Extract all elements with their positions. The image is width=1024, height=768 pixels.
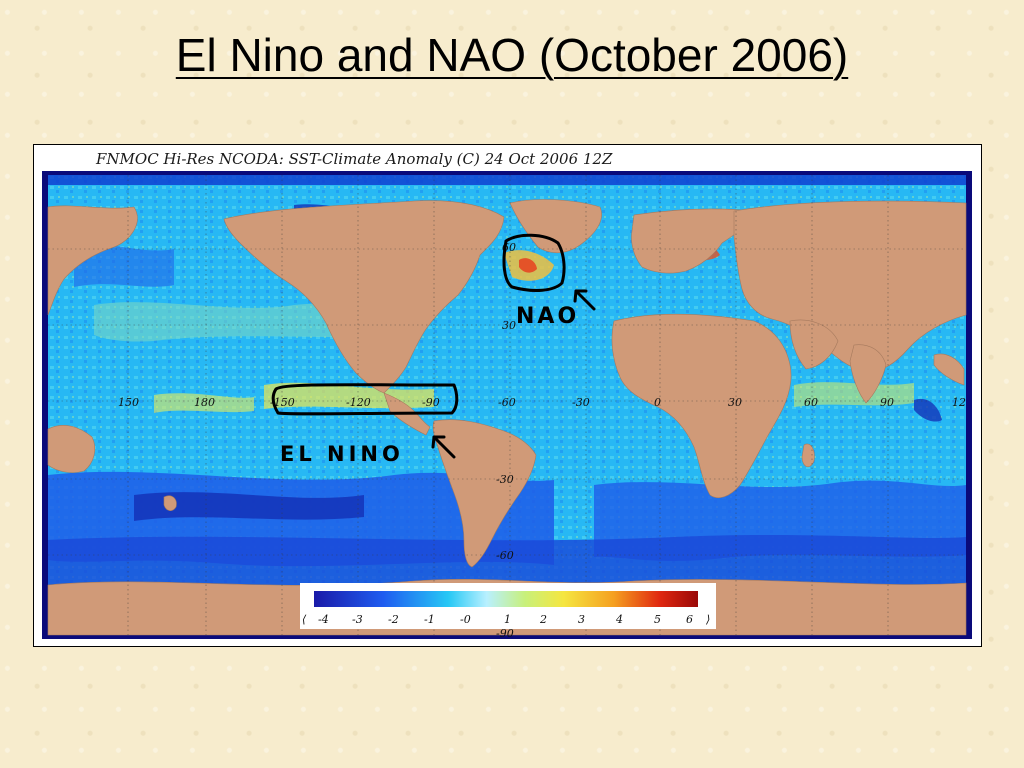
arabia-land <box>789 319 839 370</box>
lon-label: -150 <box>270 396 295 409</box>
colorbar-tick: 6 <box>686 613 693 626</box>
greenland-land <box>509 199 602 254</box>
lon-label: 0 <box>654 396 661 409</box>
lat-label: -60 <box>496 549 514 562</box>
sst-map-svg: FNMOC Hi-Res NCODA: SST-Climate Anomaly … <box>42 150 972 640</box>
lat-label: -90 <box>496 627 514 640</box>
india-land <box>849 344 887 404</box>
colorbar-tick: 2 <box>539 613 547 626</box>
map-header: FNMOC Hi-Res NCODA: SST-Climate Anomaly … <box>95 150 613 168</box>
el-nino-arrow <box>431 435 456 459</box>
colorbar: ⟨ -4 -3 -2 -1 -0 1 2 3 4 5 6 ⟩ <box>300 583 716 629</box>
se-asia-islands-land <box>933 353 965 386</box>
lon-label: 60 <box>804 396 818 409</box>
north-america-land <box>223 200 505 394</box>
lon-label: 30 <box>728 396 742 409</box>
lon-label: -30 <box>572 396 590 409</box>
colorbar-tick: 1 <box>504 613 511 626</box>
lon-label: -90 <box>422 396 440 409</box>
asia-west-edge-land <box>47 205 138 316</box>
lon-label: -60 <box>498 396 516 409</box>
lon-label: 150 <box>118 396 139 409</box>
colorbar-tick: -2 <box>388 613 399 626</box>
australia-edge-land <box>47 425 96 473</box>
latitude-labels: 60 30 -30 -60 -90 <box>496 241 516 640</box>
nao-arrow <box>573 289 596 311</box>
lat-label: 30 <box>502 319 516 332</box>
hand-annotations <box>271 233 596 459</box>
el-nino-label: EL NINO <box>280 442 404 466</box>
colorbar-tick: 3 <box>578 613 585 626</box>
colorbar-tick: 5 <box>654 613 661 626</box>
sst-anomaly-figure: FNMOC Hi-Res NCODA: SST-Climate Anomaly … <box>33 144 982 647</box>
longitude-labels: 150 180 -150 -120 -90 -60 -30 0 30 60 90… <box>118 396 966 409</box>
slide-title: El Nino and NAO (October 2006) <box>175 29 849 81</box>
lon-label: 90 <box>880 396 894 409</box>
lat-label: -30 <box>496 473 514 486</box>
colorbar-tick: -1 <box>424 613 435 626</box>
colorbar-tick: -4 <box>318 613 329 626</box>
colorbar-left-marker: ⟨ <box>302 613 307 626</box>
lon-label: 180 <box>194 396 215 409</box>
colorbar-tick: 4 <box>615 613 623 626</box>
colorbar-tick: -0 <box>460 613 471 626</box>
south-america-land <box>432 419 537 568</box>
colorbar-gradient <box>314 591 698 607</box>
lon-label: 12 <box>952 396 966 409</box>
grid-lines <box>48 175 966 635</box>
europe-land <box>631 208 755 274</box>
madagascar-land <box>801 443 815 468</box>
nao-circle <box>502 233 566 292</box>
nao-label: NAO <box>516 304 579 329</box>
colorbar-tick: -3 <box>352 613 363 626</box>
africa-land <box>611 313 792 498</box>
el-nino-box <box>271 383 459 416</box>
new-zealand-land <box>163 495 177 511</box>
lon-label: -120 <box>346 396 371 409</box>
colorbar-right-marker: ⟩ <box>705 613 710 626</box>
